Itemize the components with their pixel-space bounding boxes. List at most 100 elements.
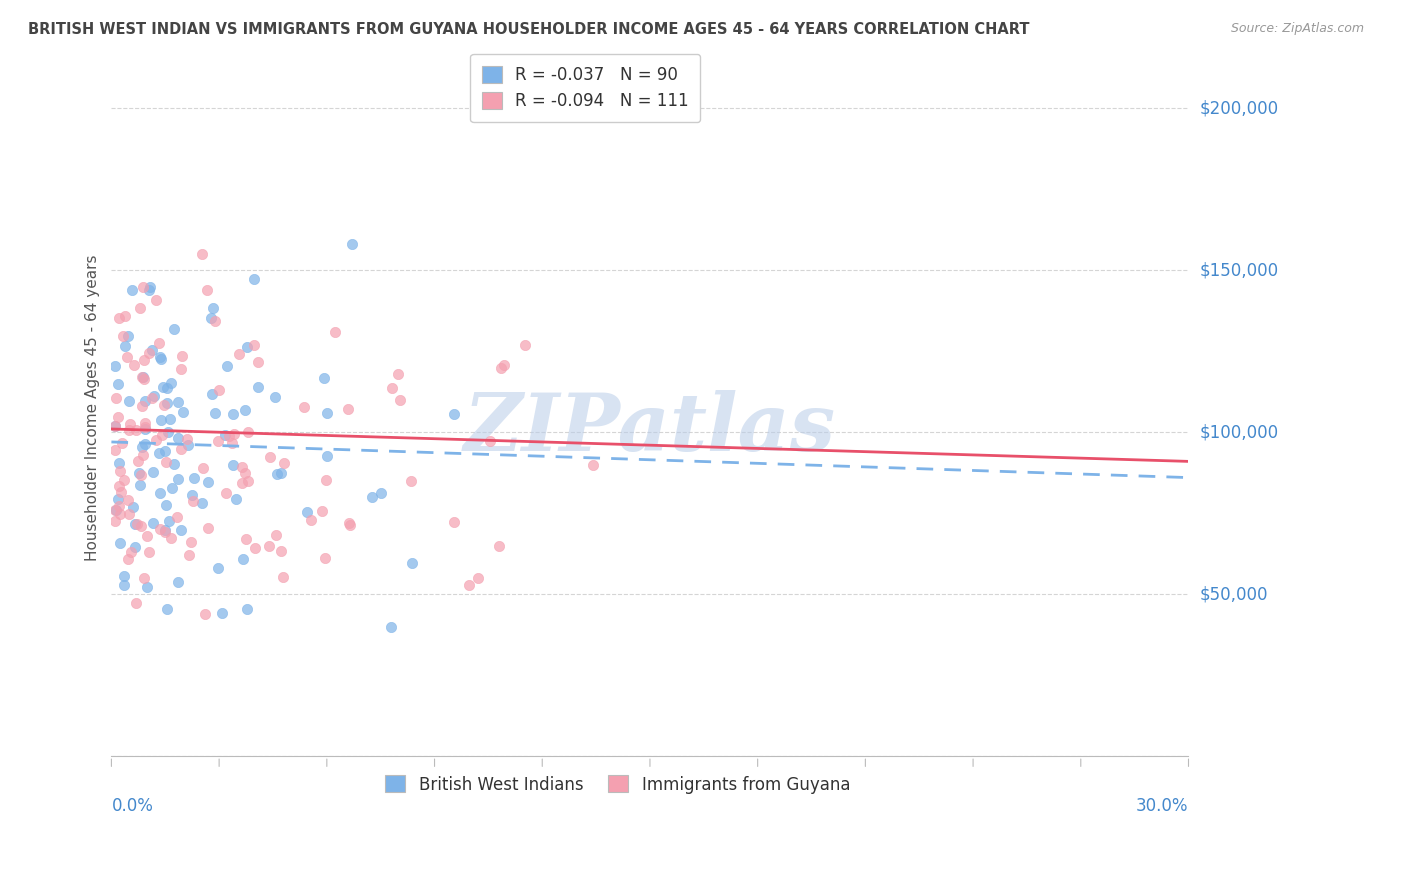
Point — [145, 293, 167, 307]
Point — [128, 301, 150, 315]
Point — [148, 350, 170, 364]
Point — [264, 528, 287, 542]
Point — [139, 280, 162, 294]
Point — [129, 518, 152, 533]
Point — [155, 455, 177, 469]
Point — [311, 504, 333, 518]
Point — [238, 425, 260, 439]
Point — [159, 412, 181, 426]
Point — [181, 494, 204, 508]
Point — [467, 571, 489, 585]
Point — [157, 514, 180, 528]
Point — [387, 367, 409, 381]
Text: $200,000: $200,000 — [1199, 99, 1278, 117]
Point — [491, 360, 513, 375]
Y-axis label: Householder Income Ages 45 - 64 years: Householder Income Ages 45 - 64 years — [86, 255, 100, 561]
Legend: British West Indians, Immigrants from Guyana: British West Indians, Immigrants from Gu… — [378, 769, 856, 800]
Point — [273, 457, 295, 471]
Point — [211, 607, 233, 621]
Point — [167, 395, 190, 409]
Point — [207, 434, 229, 448]
Point — [124, 516, 146, 531]
Point — [153, 525, 176, 540]
Point — [110, 508, 132, 522]
Point — [339, 518, 361, 533]
Text: $50,000: $50,000 — [1199, 585, 1268, 603]
Point — [135, 580, 157, 594]
Point — [131, 440, 153, 454]
Point — [122, 358, 145, 372]
Point — [194, 607, 217, 621]
Point — [270, 543, 292, 558]
Point — [243, 272, 266, 286]
Point — [138, 283, 160, 297]
Point — [231, 476, 253, 491]
Point — [104, 503, 127, 517]
Point — [110, 485, 132, 500]
Point — [112, 473, 135, 487]
Point — [166, 472, 188, 486]
Point — [155, 498, 177, 512]
Point — [120, 417, 142, 431]
Point — [233, 467, 256, 481]
Point — [236, 475, 259, 489]
Point — [337, 516, 360, 531]
Point — [142, 465, 165, 479]
Point — [134, 393, 156, 408]
Point — [233, 403, 256, 417]
Point — [243, 541, 266, 556]
Point — [108, 499, 131, 513]
Point — [315, 473, 337, 487]
Point — [228, 347, 250, 361]
Point — [125, 596, 148, 610]
Point — [122, 500, 145, 514]
Point — [125, 423, 148, 437]
Text: 30.0%: 30.0% — [1136, 797, 1188, 815]
Point — [134, 422, 156, 436]
Point — [315, 407, 337, 421]
Point — [191, 247, 214, 261]
Point — [127, 517, 149, 532]
Text: ZIPatlas: ZIPatlas — [464, 390, 837, 467]
Point — [132, 353, 155, 368]
Text: Source: ZipAtlas.com: Source: ZipAtlas.com — [1230, 22, 1364, 36]
Point — [197, 475, 219, 490]
Point — [218, 428, 240, 442]
Point — [235, 340, 257, 354]
Point — [143, 389, 166, 403]
Point — [153, 524, 176, 538]
Point — [108, 310, 131, 325]
Point — [323, 325, 346, 339]
Point — [148, 446, 170, 460]
Point — [381, 381, 404, 395]
Point — [107, 491, 129, 506]
Point — [108, 479, 131, 493]
Point — [191, 461, 214, 475]
Point — [141, 343, 163, 358]
Point — [370, 485, 392, 500]
Point — [142, 516, 165, 530]
Point — [114, 339, 136, 353]
Point — [215, 359, 238, 373]
Point — [170, 523, 193, 537]
Point — [131, 448, 153, 462]
Point — [257, 539, 280, 553]
Text: $100,000: $100,000 — [1199, 423, 1278, 442]
Point — [114, 309, 136, 323]
Point — [129, 477, 152, 491]
Point — [360, 490, 382, 504]
Point — [180, 535, 202, 549]
Point — [314, 551, 336, 566]
Point — [118, 394, 141, 409]
Point — [131, 370, 153, 384]
Point — [160, 376, 183, 390]
Point — [176, 433, 198, 447]
Point — [312, 371, 335, 385]
Point — [177, 548, 200, 562]
Point — [235, 532, 257, 546]
Point — [105, 503, 128, 517]
Point — [152, 380, 174, 394]
Point — [162, 321, 184, 335]
Point — [131, 399, 153, 413]
Point — [401, 557, 423, 571]
